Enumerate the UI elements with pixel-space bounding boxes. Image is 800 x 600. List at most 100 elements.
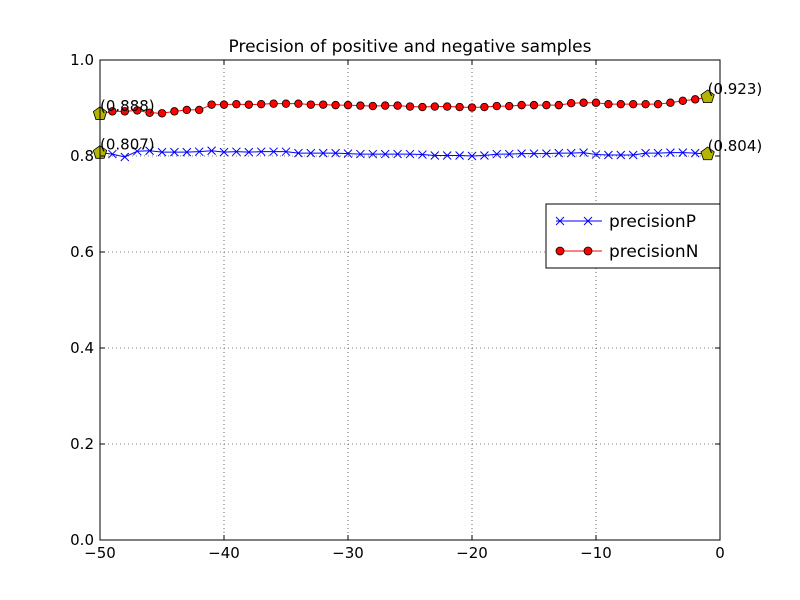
annotation-label: (0.804)	[708, 137, 763, 155]
data-point-precisionN	[232, 99, 241, 109]
data-point-precisionP	[442, 151, 452, 160]
data-point-precisionN	[294, 99, 303, 108]
legend: precisionP precisionN	[545, 203, 721, 269]
data-point-precisionN	[281, 99, 291, 108]
data-point-precisionN	[331, 100, 340, 110]
data-point-precisionP	[256, 147, 266, 157]
data-point-precisionN	[170, 107, 179, 116]
data-point-precisionP	[368, 149, 378, 159]
y-tick-label: 0.4	[70, 339, 94, 357]
data-point-precisionP	[579, 148, 588, 157]
data-point-precisionN	[542, 100, 551, 110]
data-point-precisionP	[678, 148, 688, 157]
data-point-precisionP	[120, 152, 130, 162]
data-point-precisionP	[306, 148, 316, 158]
legend-marker	[555, 246, 565, 256]
data-point-precisionP	[430, 151, 440, 160]
data-point-precisionP	[207, 146, 216, 156]
data-point-precisionN	[591, 98, 601, 107]
data-point-precisionP	[604, 150, 613, 160]
data-point-precisionP	[281, 147, 291, 157]
data-point-precisionN	[157, 109, 167, 118]
data-point-precisionN	[443, 102, 452, 111]
data-point-precisionN	[207, 100, 216, 109]
data-point-precisionN	[641, 99, 650, 109]
x-tick-label: 0	[715, 544, 725, 562]
data-point-precisionN	[529, 100, 539, 110]
data-point-precisionP	[467, 151, 477, 161]
data-point-precisionN	[182, 105, 191, 115]
legend-marker	[583, 246, 593, 256]
data-point-precisionN	[132, 106, 142, 115]
data-point-precisionN	[368, 101, 377, 111]
data-point-precisionN	[480, 102, 489, 112]
x-tick-label: −20	[456, 544, 488, 562]
data-point-precisionN	[579, 98, 588, 107]
data-point-precisionP	[405, 149, 415, 159]
series-layer	[95, 92, 712, 162]
data-point-precisionP	[294, 148, 303, 158]
series-precisionN	[95, 92, 712, 118]
annotation-label: (0.923)	[708, 80, 763, 98]
x-tick-label: −40	[208, 544, 240, 562]
data-point-precisionP	[690, 148, 700, 158]
data-point-precisionP	[542, 149, 551, 158]
data-point-precisionP	[393, 149, 402, 159]
y-tick-label: 1.0	[70, 51, 94, 69]
data-point-precisionP	[492, 149, 502, 159]
data-point-precisionN	[120, 107, 129, 116]
data-point-precisionP	[182, 147, 192, 157]
data-point-precisionP	[628, 150, 638, 160]
data-point-precisionN	[629, 99, 638, 109]
legend-label: precisionN	[609, 242, 698, 262]
series-precisionP	[95, 146, 712, 162]
data-point-precisionP	[504, 149, 514, 159]
data-point-precisionN	[257, 99, 266, 109]
data-point-precisionP	[244, 147, 254, 157]
data-point-precisionN	[393, 101, 402, 110]
data-point-precisionP	[380, 149, 390, 159]
data-point-precisionN	[492, 101, 501, 111]
axis-ticks: −50 −40 −30 −20 −10 0 0.0 0.2 0.4 0.6 0.8 1.0	[70, 51, 725, 562]
legend-box	[545, 203, 721, 269]
data-point-precisionN	[517, 100, 526, 110]
data-point-precisionP	[145, 146, 154, 156]
grid	[99, 59, 721, 541]
legend-label: precisionP	[609, 212, 696, 232]
data-point-precisionN	[505, 101, 514, 111]
x-tick-label: −30	[332, 544, 364, 562]
data-point-precisionN	[678, 96, 687, 105]
data-point-precisionP	[170, 147, 179, 157]
data-point-precisionP	[157, 147, 167, 157]
data-point-precisionP	[529, 149, 539, 158]
data-point-precisionN	[319, 100, 328, 109]
data-point-precisionN	[219, 100, 229, 109]
data-point-precisionP	[554, 148, 564, 158]
data-point-precisionN	[467, 103, 477, 112]
data-point-precisionP	[666, 148, 675, 157]
data-point-precisionN	[244, 100, 253, 109]
data-point-precisionN	[567, 98, 576, 108]
data-point-precisionP	[616, 150, 626, 160]
data-point-precisionP	[480, 151, 489, 160]
legend-entry-precisionN: precisionN	[555, 242, 698, 262]
data-point-precisionN	[269, 99, 278, 108]
data-point-precisionN	[418, 102, 427, 112]
data-point-precisionP	[318, 148, 328, 158]
x-tick-label: −50	[84, 544, 116, 562]
chart-title: Precision of positive and negative sampl…	[229, 37, 592, 57]
data-point-precisionP	[517, 149, 526, 158]
data-point-precisionN	[306, 100, 315, 109]
data-point-precisionN	[381, 101, 390, 110]
annotations: (0.888) (0.807) (0.923) (0.804)	[100, 80, 762, 155]
legend-marker	[555, 216, 565, 226]
data-point-precisionN	[653, 99, 663, 109]
y-tick-label: 0.0	[70, 531, 94, 549]
endpoint-marker	[700, 89, 715, 104]
data-point-precisionN	[430, 102, 439, 111]
x-tick-label: −10	[580, 544, 612, 562]
data-point-precisionP	[219, 147, 229, 157]
data-point-precisionN	[343, 100, 353, 110]
legend-marker	[583, 216, 593, 226]
